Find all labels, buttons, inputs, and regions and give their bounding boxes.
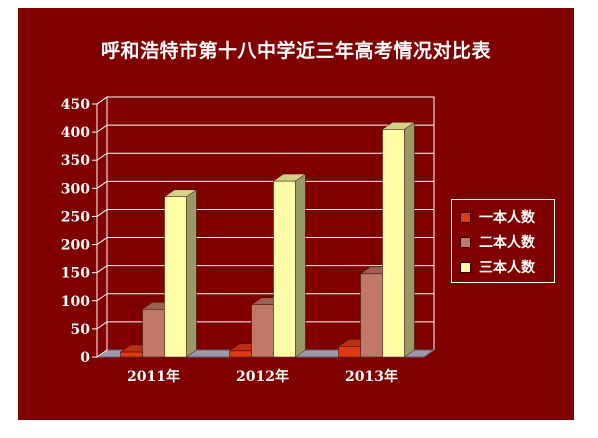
gridline-side — [96, 124, 108, 133]
gridline-side — [96, 180, 108, 189]
y-tick-label: 200 — [61, 238, 90, 254]
legend-item-1: 一本人数 — [460, 207, 535, 227]
label-layer: 0 50 100 150 200 250 300 350 400 450 2011年 2012年 201… — [61, 97, 398, 385]
gridline-side — [96, 96, 108, 105]
gridline-side — [96, 152, 108, 161]
y-tick-label: 100 — [61, 294, 90, 310]
x-category-label: 2013年 — [345, 368, 398, 385]
y-tick-label: 250 — [61, 209, 90, 225]
chart-title: 呼和浩特市第十八中学近三年高考情况对比表 — [100, 40, 491, 62]
gridline-side — [96, 321, 108, 330]
legend: 一本人数 二本人数 三本人数 — [451, 199, 555, 283]
legend-label-3: 三本人数 — [479, 260, 535, 276]
legend-item-2: 二本人数 — [460, 232, 535, 252]
y-tick-label: 0 — [80, 350, 90, 366]
y-tick-label: 350 — [61, 153, 90, 169]
plot-side-wall — [96, 96, 108, 358]
y-tick-label: 450 — [61, 97, 90, 113]
bar-3-1 — [163, 189, 198, 358]
gridline-side — [96, 293, 108, 302]
gridline-side — [96, 265, 108, 274]
bar-3-2 — [272, 173, 307, 358]
gridline-side — [96, 237, 108, 245]
legend-item-3: 三本人数 — [460, 257, 535, 277]
y-tick-label: 150 — [61, 266, 90, 282]
y-tick-label: 50 — [71, 322, 91, 338]
legend-swatch-1 — [460, 211, 471, 223]
y-tick-label: 300 — [61, 181, 90, 197]
legend-label-1: 一本人数 — [479, 210, 535, 226]
legend-swatch-2 — [460, 236, 471, 248]
legend-swatch-3 — [460, 261, 471, 273]
x-category-label: 2012年 — [236, 368, 289, 385]
y-tick-label: 400 — [61, 125, 90, 141]
bar-layer — [119, 121, 416, 358]
legend-label-2: 二本人数 — [479, 235, 535, 251]
bar-3-3 — [381, 121, 416, 358]
gridline-side — [96, 209, 108, 217]
x-category-label: 2011年 — [127, 368, 180, 385]
